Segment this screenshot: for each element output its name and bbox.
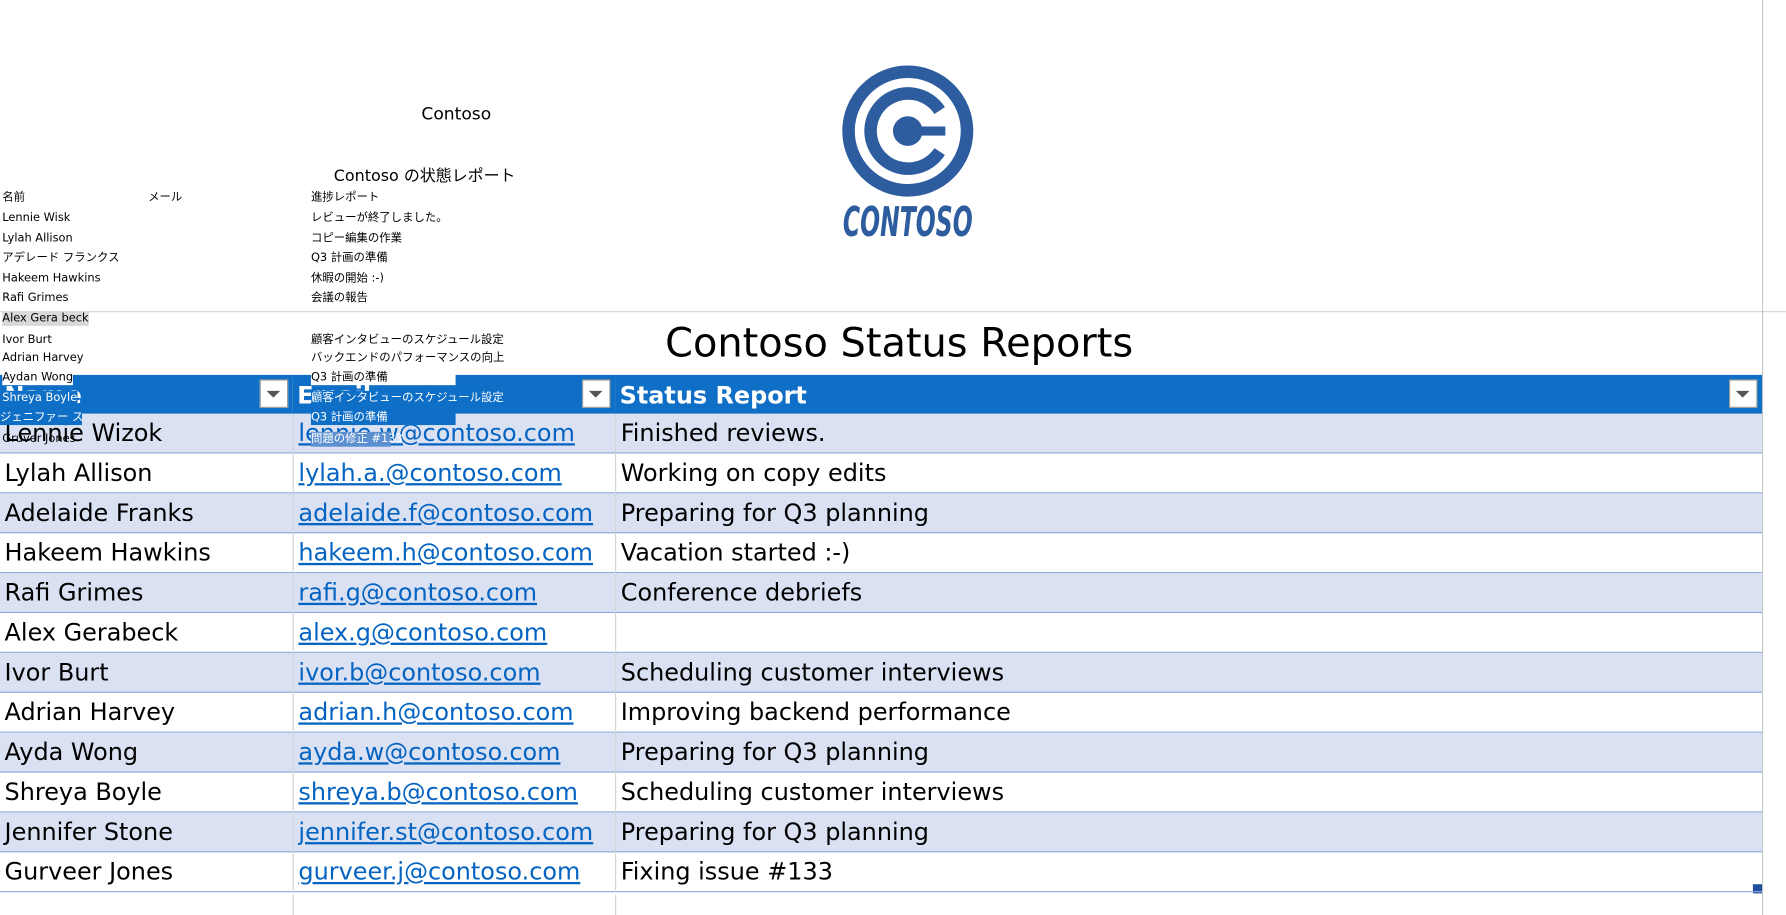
email-link[interactable]: shreya.b@contoso.com: [292, 772, 615, 813]
filter-arrow: [588, 390, 603, 398]
overlay-name: Rafi Grimes: [2, 291, 69, 305]
link-text[interactable]: gurveer.j@contoso.com: [298, 858, 581, 886]
email-link[interactable]: rafi.g@contoso.com: [292, 573, 615, 614]
table-cell: Hakeem Hawkins: [4, 538, 211, 567]
link-text[interactable]: ivor.b@contoso.com: [298, 658, 541, 686]
overlay-name: Hakeem Hawkins: [2, 272, 101, 285]
email-link[interactable]: jennifer.st@contoso.com: [292, 812, 615, 853]
overlay-subtitle: Contoso の状態レポート: [333, 167, 516, 186]
filter-arrow: [266, 390, 281, 398]
table-cell: Conference debriefs: [615, 573, 1762, 614]
link-text[interactable]: adrian.h@contoso.com: [298, 698, 574, 726]
filter-button[interactable]: [259, 379, 289, 408]
filter-button[interactable]: [582, 379, 611, 408]
table-row: [0, 613, 1763, 653]
table-cell: Fixing issue #133: [615, 852, 1762, 893]
table-row: [0, 693, 1763, 733]
overlay-header: メール: [148, 191, 183, 204]
logo: CONTOSO: [842, 65, 974, 245]
table-cell: Adelaide Franks: [4, 499, 194, 527]
email-link[interactable]: alex.g@contoso.com: [292, 613, 615, 653]
table-row: [0, 852, 1763, 893]
overlay-header: 名前: [2, 191, 26, 204]
overlay-report: レビューが終了しました。: [310, 211, 448, 225]
table-cell: Preparing for Q3 planning: [615, 493, 1762, 534]
table-cell: Shreya Boyle: [4, 778, 162, 806]
table-cell: Rafi Grimes: [4, 578, 144, 607]
link-text[interactable]: lylah.a.@contoso.com: [298, 459, 562, 487]
grid-line: [1762, 0, 1764, 915]
table-cell: [615, 613, 1762, 653]
table-cell: Working on copy edits: [615, 453, 1762, 494]
table-cell: Vacation started :-): [615, 533, 1762, 574]
overlay-name: Ivor Burt: [2, 333, 52, 347]
table-cell: Adrian Harvey: [4, 698, 176, 726]
overlay-report: 顧客インタビューのスケジュール設定: [310, 333, 504, 347]
overlay-report: Q3 計画の準備: [310, 251, 388, 265]
link-text[interactable]: rafi.g@contoso.com: [298, 578, 538, 607]
overlay-report: コピー編集の作業: [310, 232, 403, 245]
grid-line: [292, 894, 294, 915]
table-cell: Alex Gerabeck: [4, 618, 179, 647]
sheet-title: Contoso Status Reports: [665, 321, 1134, 367]
overlay-name: アデレード フランクス: [2, 251, 120, 265]
overlay-name: Lylah Allison: [2, 232, 73, 245]
table-cell: Lylah Allison: [4, 459, 153, 487]
overlay-report: バックエンドのパフォーマンスの向上: [310, 352, 505, 365]
grid-line: [0, 311, 1786, 313]
email-link[interactable]: ayda.w@contoso.com: [292, 732, 615, 773]
overlay-report: 会議の報告: [310, 291, 368, 305]
table-row: [0, 533, 1763, 574]
email-link[interactable]: adelaide.f@contoso.com: [292, 493, 615, 534]
table-cell: Preparing for Q3 planning: [615, 732, 1762, 773]
overlay-report: Q3 計画の準備: [310, 410, 456, 426]
filter-button[interactable]: [1729, 379, 1758, 408]
overlay-name: Shreya Boyle: [2, 390, 78, 406]
overlay-name: ジェニファー ストー: [0, 410, 83, 426]
overlay-report: Q3 計画の準備: [310, 370, 456, 386]
overlay-name: Adrian Harvey: [2, 352, 84, 365]
table-cell: Gurveer Jones: [4, 858, 174, 886]
link-text[interactable]: adelaide.f@contoso.com: [298, 499, 594, 527]
link-text[interactable]: ayda.w@contoso.com: [298, 738, 561, 766]
overlay-name: Gruver Jones: [2, 433, 76, 446]
table-row: [0, 773, 1763, 813]
overlay-header: 進捗レポート: [310, 191, 380, 204]
column-header: Status Report: [615, 374, 1763, 414]
table-cell: Jennifer Stone: [4, 818, 173, 846]
overlay-name: Aydan Wong: [2, 370, 74, 386]
table-cell: Scheduling customer interviews: [615, 772, 1762, 813]
overlay-report: 休暇の開始 :-): [310, 272, 384, 285]
link-text[interactable]: alex.g@contoso.com: [298, 618, 548, 647]
table-cell: Preparing for Q3 planning: [615, 812, 1762, 853]
table-row: [0, 454, 1763, 494]
grid-line: [615, 894, 617, 915]
email-link[interactable]: ivor.b@contoso.com: [292, 652, 615, 693]
email-link[interactable]: lylah.a.@contoso.com: [292, 453, 615, 494]
logo-text: CONTOSO: [843, 198, 973, 245]
table-cell: Ivor Burt: [4, 658, 109, 686]
overlay-report: 問題の修正 #133: [310, 431, 403, 447]
link-text[interactable]: jennifer.st@contoso.com: [298, 818, 594, 846]
email-link[interactable]: adrian.h@contoso.com: [292, 692, 615, 733]
overlay-name: Alex Gera beck: [2, 311, 89, 326]
overlay-title: Contoso: [421, 103, 492, 125]
filter-arrow: [1735, 390, 1750, 398]
table-cell: Ayda Wong: [4, 738, 139, 766]
overlay-name: Lennie Wisk: [2, 211, 71, 225]
email-link[interactable]: gurveer.j@contoso.com: [292, 852, 615, 893]
table-cell: Scheduling customer interviews: [615, 652, 1762, 693]
overlay-report: 顧客インタビューのスケジュール設定: [310, 390, 504, 406]
fill-handle: [1752, 884, 1763, 894]
table-cell: Improving backend performance: [615, 692, 1762, 733]
email-link[interactable]: hakeem.h@contoso.com: [292, 533, 615, 574]
link-text[interactable]: hakeem.h@contoso.com: [298, 538, 593, 567]
link-text[interactable]: shreya.b@contoso.com: [298, 778, 578, 806]
table-cell: Finished reviews.: [615, 413, 1762, 454]
